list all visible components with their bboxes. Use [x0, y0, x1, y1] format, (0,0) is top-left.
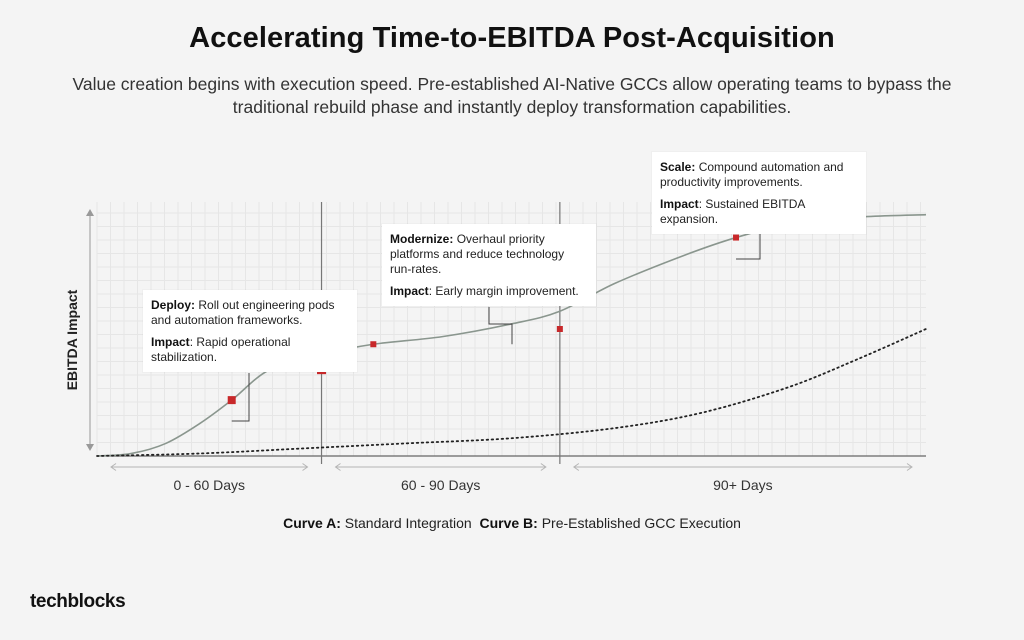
y-axis-arrow-down	[86, 444, 94, 451]
marker-scale	[733, 234, 740, 241]
y-axis-label: EBITDA Impact	[64, 289, 80, 390]
legend-curve-a-text: Standard Integration	[344, 515, 472, 531]
callout-scale-impact-label: Impact	[660, 197, 699, 211]
callout-deploy: Deploy: Roll out engineering pods and au…	[143, 290, 357, 372]
marker-deploy	[227, 396, 236, 405]
callout-scale-title: Scale:	[660, 160, 696, 174]
callout-modernize-text: Overhaul priority platforms and reduce t…	[390, 232, 565, 276]
callout-scale: Scale: Compound automation and productiv…	[652, 152, 866, 234]
phase-arrow-left	[334, 463, 341, 471]
marker-phase-2-end	[556, 326, 563, 332]
series-curve-a-line	[96, 328, 927, 457]
callout-modernize: Modernize: Overhaul priority platforms a…	[382, 224, 596, 306]
page-subtitle: Value creation begins with execution spe…	[72, 74, 952, 117]
legend-curve-b-label: Curve B:	[479, 515, 538, 531]
callout-scale-text: Compound automation and productivity imp…	[660, 160, 844, 189]
callout-deploy-impact-label: Impact	[151, 335, 190, 349]
callout-modernize-impact-text: : Early margin improvement.	[428, 284, 579, 298]
phase-label: 90+ Days	[713, 477, 773, 493]
phase-label: 60 - 90 Days	[401, 477, 480, 493]
leader-deploy	[231, 373, 250, 422]
legend-curve-a-label: Curve A:	[283, 515, 341, 531]
techblocks-logo: techblocks	[30, 591, 126, 612]
phase-arrow-right	[302, 463, 309, 471]
phase-arrow-right	[906, 463, 913, 471]
chart-legend: Curve A: Standard Integration Curve B: P…	[0, 515, 1024, 531]
leader-modernize	[488, 307, 513, 345]
callout-deploy-impact-text: : Rapid operational stabilization.	[151, 335, 291, 364]
y-axis-arrow-up	[86, 209, 94, 216]
phase-label: 0 - 60 Days	[173, 477, 245, 493]
marker-modernize	[370, 341, 377, 348]
page-title: Accelerating Time-to-EBITDA Post-Acquisi…	[189, 22, 835, 54]
callout-deploy-text: Roll out engineering pods and automation…	[151, 298, 335, 327]
legend-curve-b-text: Pre-Established GCC Execution	[541, 515, 741, 531]
callout-modernize-impact-label: Impact	[390, 284, 429, 298]
callout-modernize-title: Modernize:	[390, 232, 454, 246]
callout-deploy-title: Deploy:	[151, 298, 196, 312]
callout-scale-impact-text: : Sustained EBITDA expansion.	[660, 197, 805, 226]
phase-arrow-right	[540, 463, 547, 471]
phase-arrow-left	[110, 463, 117, 471]
phase-arrow-left	[572, 463, 580, 471]
